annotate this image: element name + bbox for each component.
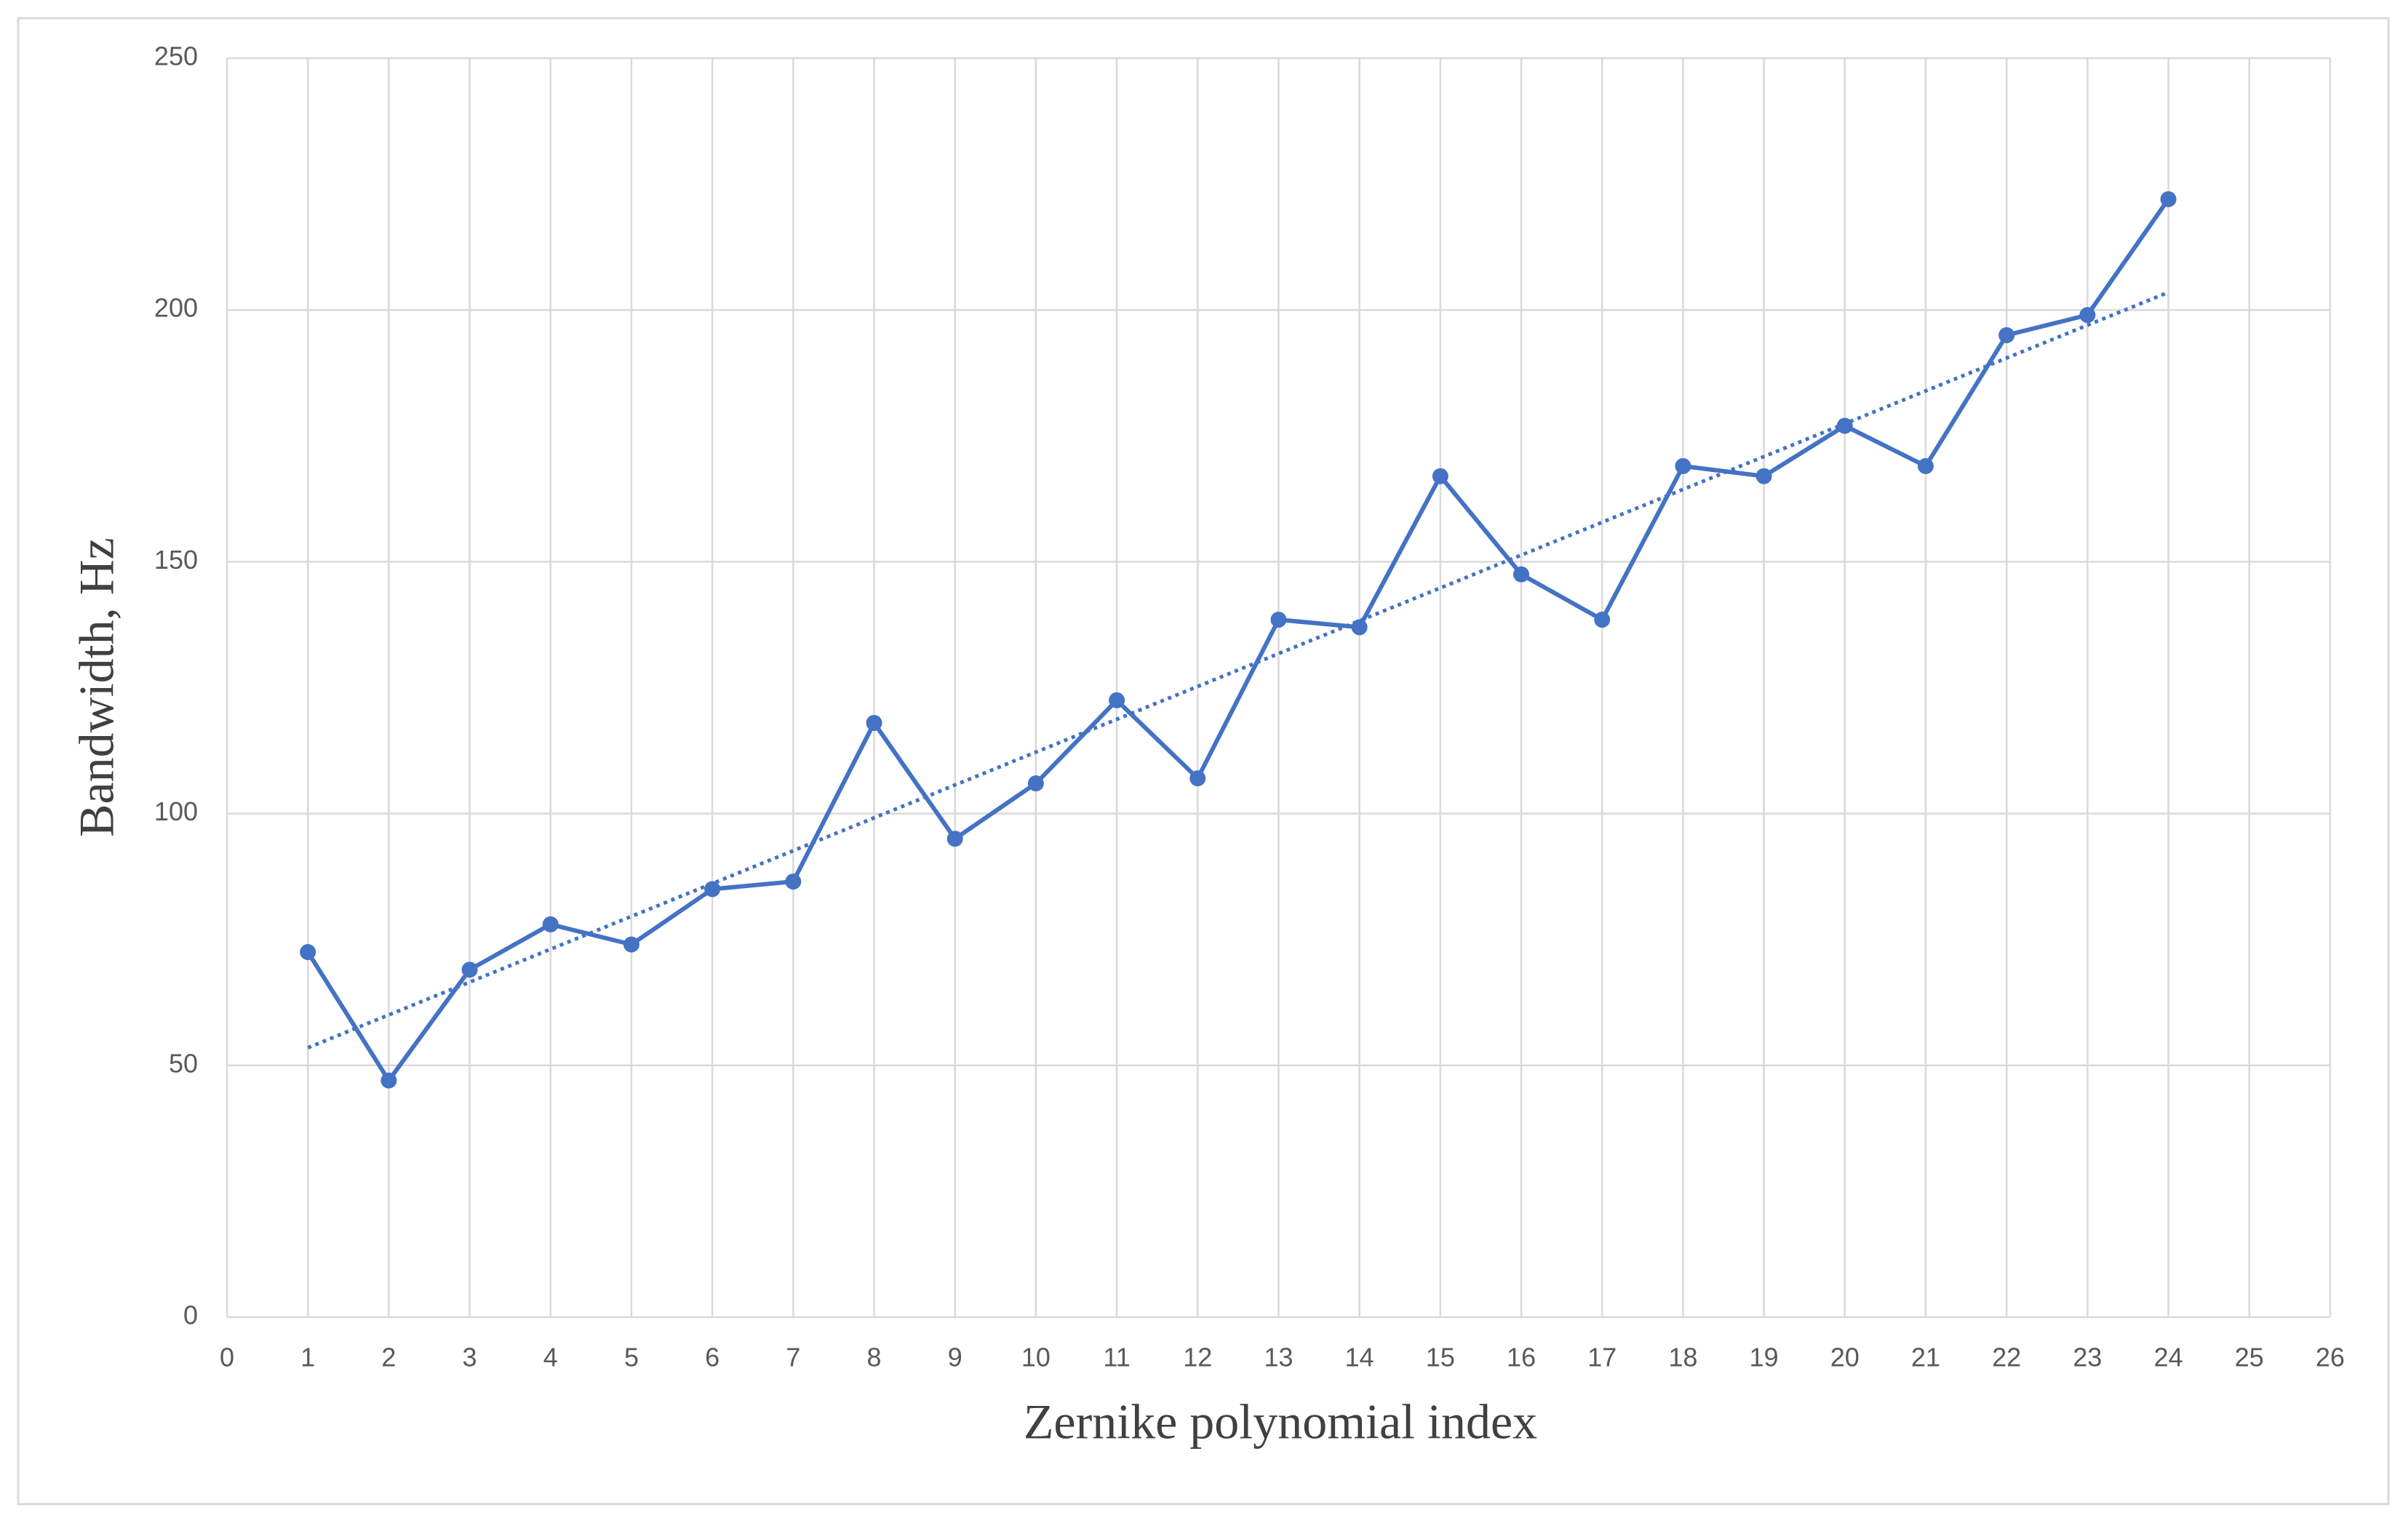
x-tick-label: 5 — [624, 1343, 639, 1372]
x-tick-label: 11 — [1103, 1343, 1130, 1372]
data-point — [2079, 307, 2096, 324]
x-tick-label: 0 — [220, 1343, 234, 1372]
y-tick-label: 0 — [183, 1300, 198, 1330]
data-point — [623, 936, 639, 953]
data-point — [542, 916, 559, 932]
x-tick-label: 24 — [2154, 1343, 2183, 1372]
y-tick-label: 150 — [154, 545, 198, 575]
x-tick-label: 12 — [1183, 1343, 1212, 1372]
x-tick-label: 14 — [1345, 1343, 1374, 1372]
trendline — [307, 290, 2169, 1050]
x-tick-label: 13 — [1264, 1343, 1293, 1372]
x-tick-label: 26 — [2316, 1343, 2345, 1372]
x-tick-label: 20 — [1830, 1343, 1859, 1372]
y-axis-title: Bandwidth, Hz — [69, 537, 124, 837]
x-tick-label: 2 — [381, 1343, 396, 1372]
data-point — [461, 962, 478, 978]
y-tick-label: 50 — [169, 1048, 198, 1078]
x-tick-label: 16 — [1507, 1343, 1536, 1372]
x-tick-label: 7 — [786, 1343, 800, 1372]
x-tick-label: 15 — [1426, 1343, 1455, 1372]
x-tick-label: 10 — [1021, 1343, 1050, 1372]
data-point — [946, 831, 963, 847]
data-point — [704, 881, 721, 898]
data-point — [1594, 612, 1611, 628]
data-point — [1109, 692, 1125, 708]
x-tick-label: 23 — [2073, 1343, 2102, 1372]
x-tick-label: 6 — [705, 1343, 719, 1372]
data-point — [2160, 191, 2177, 207]
x-tick-label: 8 — [867, 1343, 882, 1372]
x-tick-label: 22 — [1992, 1343, 2021, 1372]
x-tick-label: 19 — [1750, 1343, 1779, 1372]
data-point — [1432, 468, 1448, 484]
data-point — [1513, 566, 1530, 583]
x-tick-label: 17 — [1587, 1343, 1616, 1372]
data-point — [1027, 775, 1044, 792]
x-axis-title: Zernike polynomial index — [1024, 1394, 1537, 1450]
y-tick-label: 250 — [154, 41, 198, 71]
x-tick-label: 3 — [463, 1343, 477, 1372]
data-point — [1998, 327, 2015, 343]
y-tick-label: 200 — [154, 293, 198, 323]
data-point — [866, 714, 882, 731]
data-line — [306, 198, 2171, 1083]
x-tick-label: 9 — [948, 1343, 962, 1372]
data-point — [1675, 457, 1691, 474]
data-point — [1270, 612, 1287, 628]
data-point — [1189, 770, 1206, 787]
x-tick-label: 18 — [1668, 1343, 1697, 1372]
data-point — [1918, 457, 1934, 474]
data-point — [380, 1072, 397, 1089]
data-point — [1755, 468, 1772, 484]
x-tick-label: 1 — [300, 1343, 315, 1372]
data-point — [785, 874, 802, 890]
data-point — [300, 944, 316, 961]
data-point — [1351, 619, 1368, 636]
y-tick-label: 100 — [154, 796, 198, 826]
chart-frame — [17, 17, 2390, 1506]
x-tick-label: 25 — [2235, 1343, 2264, 1372]
x-tick-label: 21 — [1911, 1343, 1940, 1372]
data-point — [1836, 417, 1853, 434]
x-tick-label: 4 — [543, 1343, 558, 1372]
